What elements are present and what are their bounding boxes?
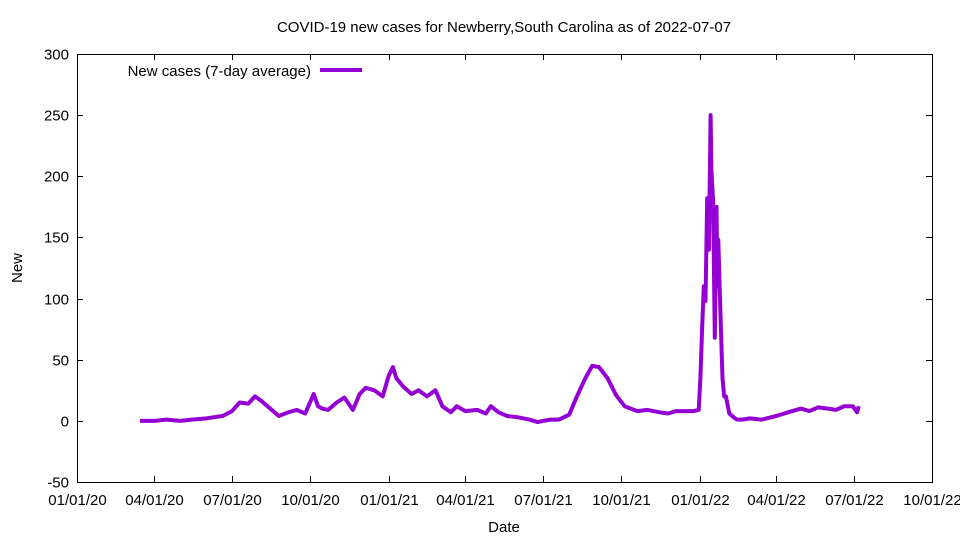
x-tick-label: 07/01/22 [825, 492, 883, 509]
x-tick-label: 04/01/21 [436, 492, 494, 509]
y-tick-label: 150 [44, 230, 69, 247]
x-tick-label: 10/01/20 [281, 492, 339, 509]
y-tick-label: 50 [52, 353, 69, 370]
x-tick-label: 07/01/21 [514, 492, 572, 509]
x-tick-label: 01/01/21 [360, 492, 418, 509]
x-axis: 01/01/20 04/01/20 07/01/20 10/01/20 01/01/21… [48, 54, 960, 509]
chart-title: COVID-19 new cases for Newberry,South Ca… [277, 19, 731, 36]
y-axis: -50 0 50 100 150 200 250 300 [44, 47, 932, 492]
y-tick-label: 300 [44, 47, 69, 64]
x-tick-label: 10/01/21 [592, 492, 650, 509]
y-tick-label: -50 [47, 475, 69, 492]
series-line-new-cases [140, 113, 861, 425]
x-tick-label: 04/01/22 [747, 492, 805, 509]
x-tick-label: 10/01/22 [903, 492, 960, 509]
x-tick-label: 01/01/22 [671, 492, 729, 509]
x-axis-label: Date [488, 519, 520, 536]
x-tick-label: 04/01/20 [125, 492, 183, 509]
y-tick-label: 250 [44, 108, 69, 125]
x-tick-label: 07/01/20 [203, 492, 261, 509]
x-tick-label: 01/01/20 [48, 492, 106, 509]
y-tick-label: 0 [61, 414, 69, 431]
y-tick-label: 100 [44, 292, 69, 309]
legend: New cases (7-day average) [128, 63, 362, 80]
legend-label: New cases (7-day average) [128, 63, 311, 80]
y-axis-label: New [9, 253, 26, 283]
y-tick-label: 200 [44, 169, 69, 186]
plot-frame [77, 54, 933, 483]
